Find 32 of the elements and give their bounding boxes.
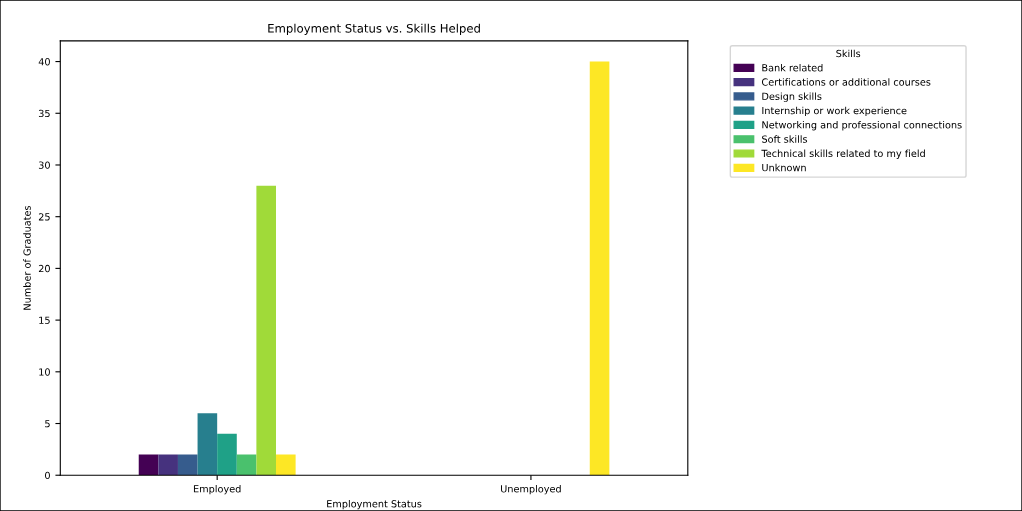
legend-label: Networking and professional connections (762, 120, 962, 131)
y-tick-label: 0 (45, 471, 50, 480)
bar (177, 454, 198, 476)
y-tick-label: 40 (38, 58, 50, 66)
bar (158, 454, 178, 476)
bar (138, 454, 159, 476)
x-tick-label: Unemployed (501, 484, 561, 495)
y-tick-label: 20 (38, 264, 50, 273)
x-tick-label: Employed (193, 484, 241, 495)
chart-title: Employment Status vs. Skills Helped (268, 23, 480, 35)
y-tick-label: 5 (45, 420, 50, 428)
bar (589, 61, 610, 476)
y-tick-label: 35 (38, 109, 50, 118)
bar (276, 454, 296, 476)
legend-label: Soft skills (762, 135, 808, 143)
y-tick-label: 25 (38, 213, 50, 221)
bar (217, 433, 237, 476)
legend-label: Design skills (762, 92, 822, 102)
bar (256, 185, 276, 476)
bar (236, 454, 257, 476)
legend-label: Technical skills related to my field (761, 149, 925, 159)
x-axis-title: Employment Status (327, 499, 422, 510)
y-tick-label: 30 (38, 161, 50, 169)
legend-title: Skills (836, 49, 861, 58)
legend-label: Bank related (762, 63, 823, 72)
legend-label: Certifications or additional courses (761, 78, 931, 86)
legend-label: Unknown (762, 163, 806, 172)
bar (197, 413, 218, 476)
legend-label: Internship or work experience (762, 106, 907, 117)
y-axis-title: Number of Graduates (23, 205, 31, 310)
y-tick-label: 15 (39, 316, 50, 324)
y-tick-label: 10 (39, 368, 50, 376)
